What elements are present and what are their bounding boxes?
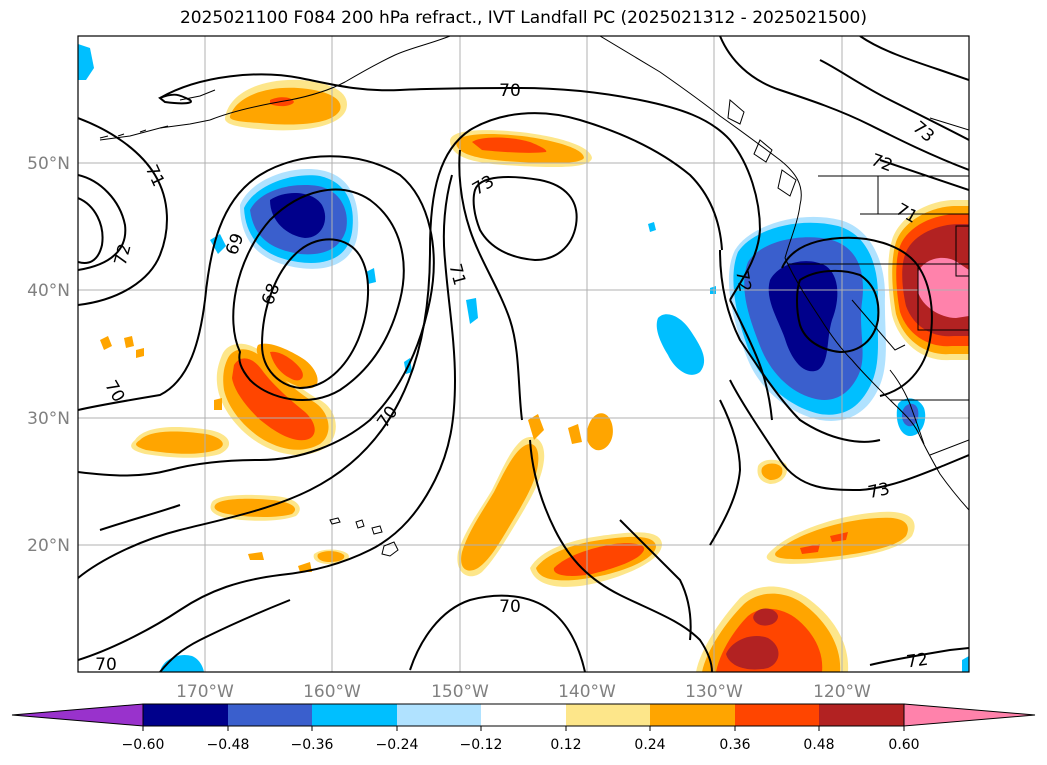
contour-label: 72 <box>731 269 754 294</box>
colorbar-segment <box>481 704 566 726</box>
colorbar-tick-label: 0.36 <box>719 737 750 753</box>
colorbar-segment <box>650 704 735 726</box>
refractivity-contours <box>78 36 969 672</box>
contour-label: 72 <box>905 650 929 673</box>
colorbar: −0.60 −0.48 −0.36 −0.24 −0.12 0.12 0.24 … <box>11 703 1036 753</box>
colorbar-extend-high <box>903 703 1036 727</box>
colorbar-tick-label: −0.36 <box>291 737 334 753</box>
colorbar-extend-low <box>11 703 144 727</box>
positive-anomaly-fills <box>100 79 969 672</box>
map-area: 70 71 72 69 68 73 70 71 72 70 73 70 72 7… <box>78 36 969 675</box>
colorbar-segment <box>735 704 819 726</box>
colorbar-tick-label: −0.48 <box>207 737 250 753</box>
lon-label-160w: 160°W <box>303 682 361 702</box>
contour-label: 70 <box>95 655 117 675</box>
lat-label-40n: 40°N <box>27 281 70 301</box>
colorbar-segment <box>143 704 228 726</box>
lon-label-150w: 150°W <box>431 682 489 702</box>
latitude-labels: 50°N 40°N 30°N 20°N <box>27 154 70 556</box>
map-title: 2025021100 F084 200 hPa refract., IVT La… <box>179 8 867 28</box>
colorbar-tick-label: 0.48 <box>803 737 834 753</box>
contour-label: 70 <box>499 81 521 101</box>
colorbar-segment <box>228 704 312 726</box>
lon-label-130w: 130°W <box>685 682 743 702</box>
map-frame <box>77 35 970 673</box>
colorbar-segment <box>566 704 650 726</box>
coastlines <box>99 36 969 557</box>
colorbar-tick-label: −0.60 <box>122 737 165 753</box>
lat-label-50n: 50°N <box>27 154 70 174</box>
colorbar-tick-label: 0.60 <box>888 737 919 753</box>
colorbar-tick-label: 0.12 <box>550 737 581 753</box>
graticule <box>78 36 969 672</box>
contour-label: 70 <box>499 597 521 617</box>
longitude-labels: 170°W 160°W 150°W 140°W 130°W 120°W <box>176 682 871 702</box>
lon-label-170w: 170°W <box>176 682 234 702</box>
colorbar-tick-label: −0.24 <box>376 737 419 753</box>
lat-label-30n: 30°N <box>27 409 70 429</box>
lon-label-140w: 140°W <box>558 682 616 702</box>
colorbar-segment <box>819 704 904 726</box>
colorbar-segment <box>397 704 481 726</box>
contour-label: 73 <box>866 479 891 503</box>
colorbar-segment <box>312 704 397 726</box>
lon-label-120w: 120°W <box>813 682 871 702</box>
colorbar-tick-label: −0.12 <box>460 737 503 753</box>
lat-label-20n: 20°N <box>27 536 70 556</box>
colorbar-tick-label: 0.24 <box>634 737 665 753</box>
